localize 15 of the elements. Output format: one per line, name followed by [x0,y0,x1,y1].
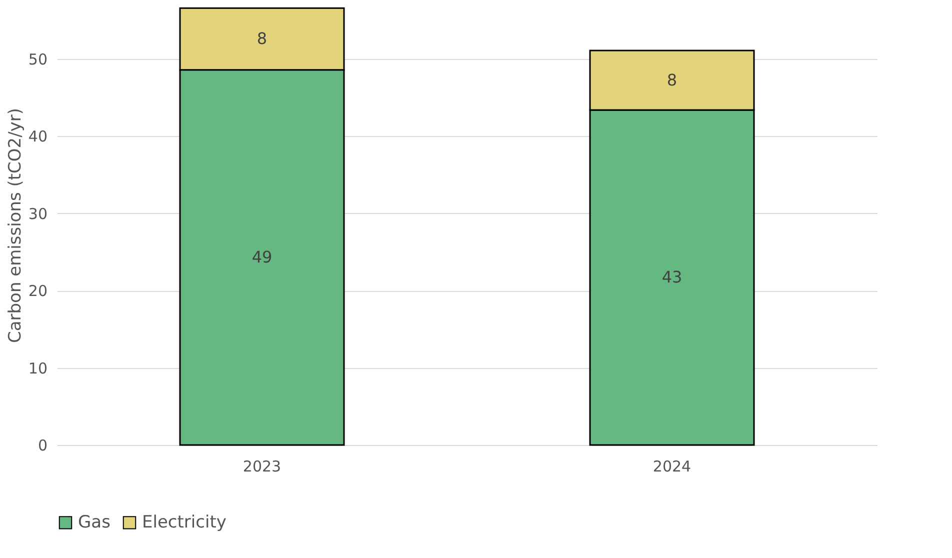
y-tick-label: 20 [28,282,48,300]
x-tick-label: 2023 [242,458,282,476]
y-tick-label: 40 [28,128,48,146]
y-tick-label: 50 [28,50,48,69]
y-tick-label: 0 [38,436,48,454]
y-axis-title: Carbon emissions (tCO2/yr) [5,108,26,344]
y-tick-label: 10 [28,359,48,378]
x-tick-label: 2024 [652,458,692,476]
data-label: 8 [256,28,268,48]
legend-label: Gas [78,512,111,533]
data-label: 49 [252,247,272,266]
data-label: 8 [666,70,678,90]
data-label: 43 [662,267,682,286]
y-tick-label: 30 [28,204,48,223]
legend-label: Electricity [142,512,226,533]
